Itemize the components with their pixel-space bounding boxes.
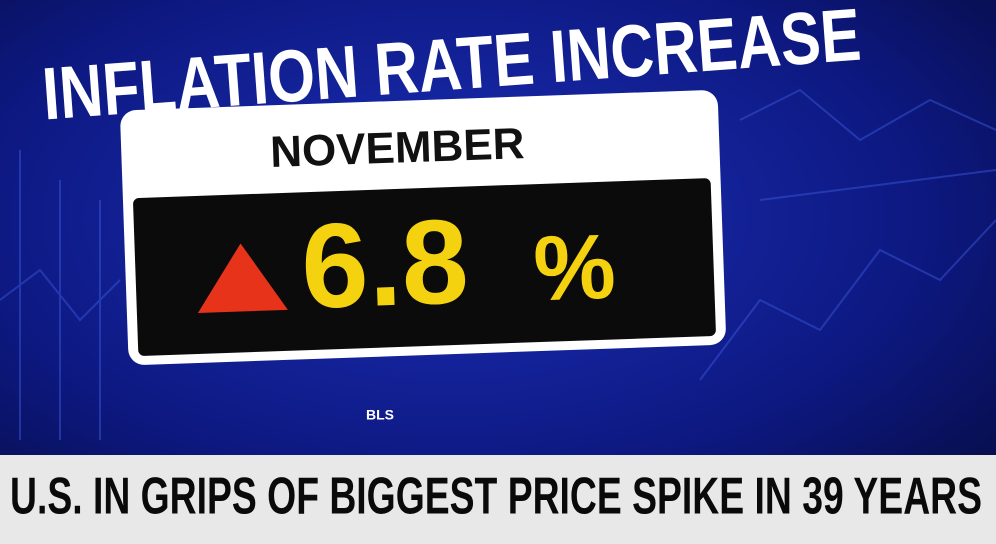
up-arrow — [197, 243, 288, 313]
banner-bar — [0, 455, 996, 544]
card-body — [133, 178, 716, 356]
banner-text: U.S. IN GRIPS OF BIGGEST PRICE SPIKE IN … — [10, 468, 982, 526]
background-lines — [0, 88, 996, 440]
month-label: NOVEMBER — [269, 119, 525, 177]
source-label: BLS — [366, 407, 394, 423]
rate-unit: % — [532, 216, 617, 321]
rate-value: 6.8 — [299, 194, 470, 334]
card: NOVEMBER 6.8 % — [120, 90, 726, 365]
